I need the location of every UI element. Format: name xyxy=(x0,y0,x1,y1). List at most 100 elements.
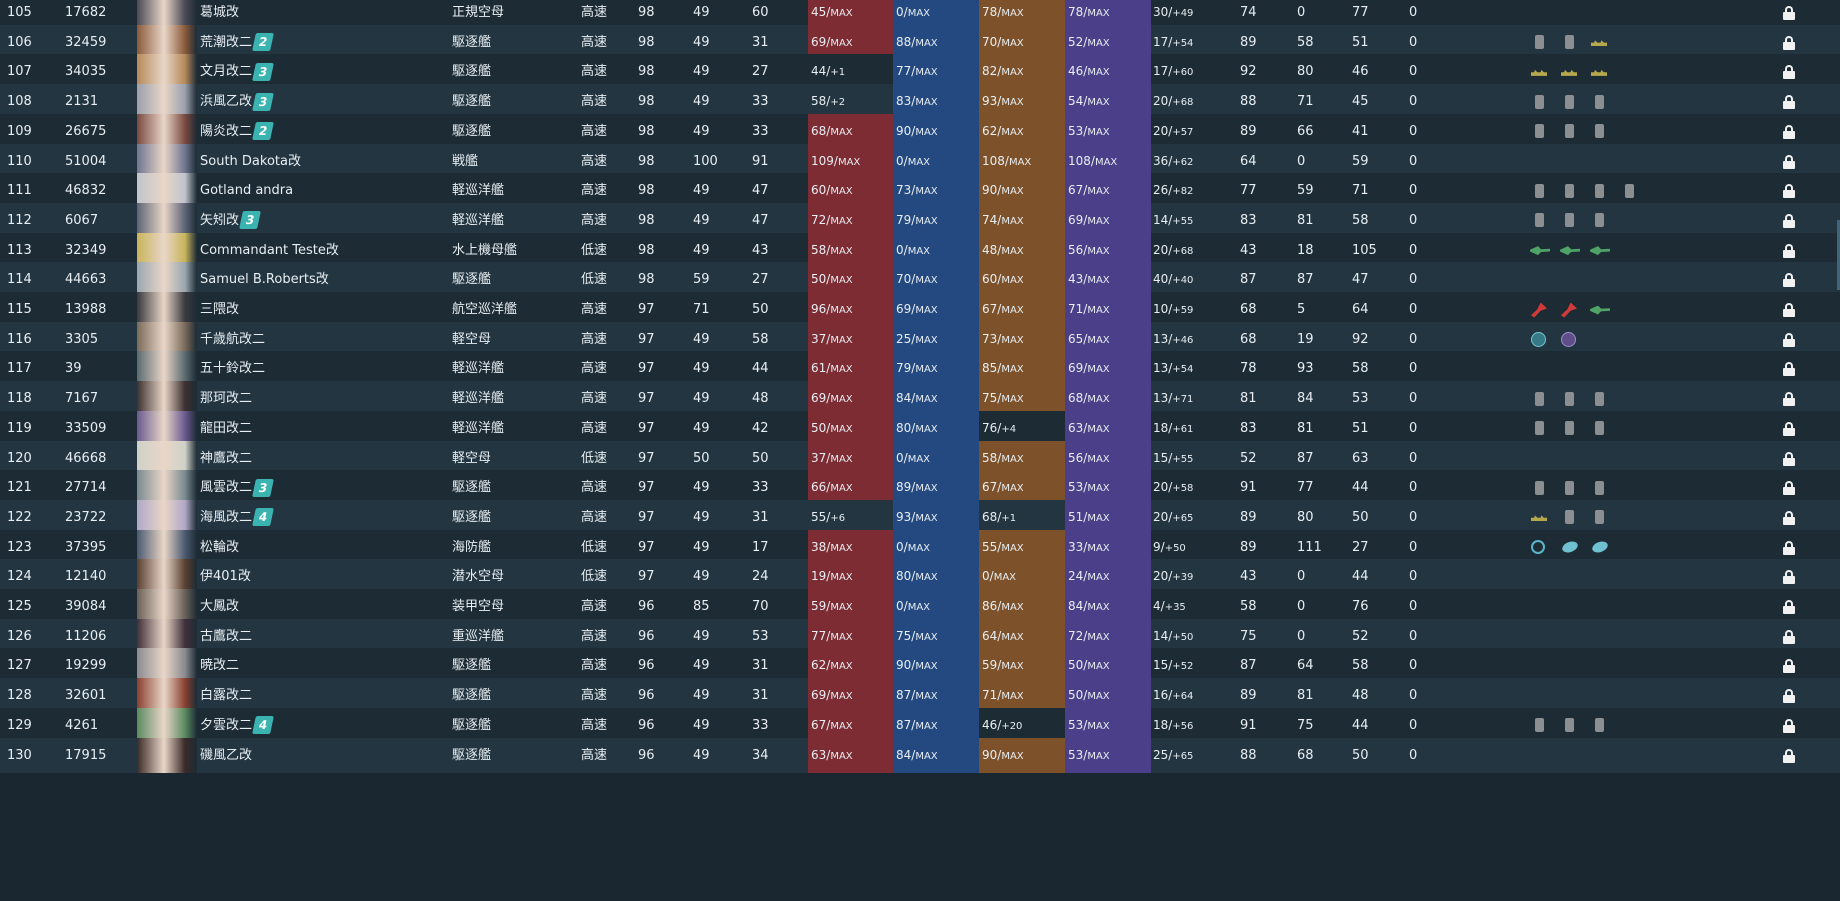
bomber-icon[interactable] xyxy=(1530,301,1548,319)
sonar-icon[interactable] xyxy=(1530,538,1548,556)
seaplane-icon[interactable] xyxy=(1530,241,1548,259)
drum-canister-icon[interactable] xyxy=(1560,93,1578,111)
table-row[interactable]: 125 39084 大鳳改 装甲空母 高速 96 85 70 59/MAX 0/MAX 86/MAX… xyxy=(0,589,1840,624)
drum-canister-icon[interactable] xyxy=(1560,479,1578,497)
drum-canister-icon[interactable] xyxy=(1530,182,1548,200)
ship-avatar[interactable] xyxy=(137,292,197,327)
table-row[interactable]: 116 3305 千歳航改二 軽空母 高速 97 49 58 37/MAX 25/MAX 73/MA… xyxy=(0,321,1840,357)
drum-canister-icon[interactable] xyxy=(1530,419,1548,437)
ship-avatar[interactable] xyxy=(137,54,197,90)
lock-icon[interactable] xyxy=(1783,481,1795,496)
lock-icon[interactable] xyxy=(1783,629,1795,644)
lock-icon[interactable] xyxy=(1783,510,1795,525)
drum-canister-icon[interactable] xyxy=(1530,211,1548,229)
ship-avatar[interactable] xyxy=(137,559,197,595)
drum-canister-icon[interactable] xyxy=(1590,390,1608,408)
lock-icon[interactable] xyxy=(1783,65,1795,80)
lock-icon[interactable] xyxy=(1783,600,1795,614)
lock-icon[interactable] xyxy=(1783,124,1795,139)
table-row[interactable]: 106 32459 荒潮改二 2 駆逐艦 高速 98 49 31 69/MAX 88/MAX 70/M… xyxy=(0,24,1840,60)
lock-icon[interactable] xyxy=(1783,748,1795,763)
radar-icon[interactable] xyxy=(1590,63,1608,81)
ship-avatar[interactable] xyxy=(137,410,197,446)
drum-canister-icon[interactable] xyxy=(1530,122,1548,140)
table-row[interactable]: 123 37395 松輪改 海防艦 低速 97 49 17 38/MAX 0/MAX 55/MAX 3… xyxy=(0,529,1840,565)
ship-avatar[interactable] xyxy=(137,24,197,60)
ship-avatar[interactable] xyxy=(137,262,197,298)
drum-canister-icon[interactable] xyxy=(1560,122,1578,140)
table-row[interactable]: 119 33509 龍田改二 軽巡洋艦 高速 97 49 42 50/MAX 80/MAX 76/+… xyxy=(0,410,1840,446)
table-row[interactable]: 117 39 五十鈴改二 軽巡洋艦 高速 97 49 44 61/MAX 79/MAX 85/MAX… xyxy=(0,351,1840,387)
lock-icon[interactable] xyxy=(1783,421,1795,436)
table-row[interactable]: 122 23722 海風改二 4 駆逐艦 高速 97 49 31 55/+6 93/MAX 68/+1… xyxy=(0,499,1840,535)
table-row[interactable]: 110 51004 South Dakota改 戦艦 高速 98 100 91 109/MAX 0… xyxy=(0,143,1840,179)
table-row[interactable]: 128 32601 白露改二 駆逐艦 高速 96 49 31 69/MAX 87/MAX 71/MA… xyxy=(0,678,1840,714)
drum-canister-icon[interactable] xyxy=(1560,390,1578,408)
lock-icon[interactable] xyxy=(1783,570,1795,585)
fighter-chip-icon[interactable] xyxy=(1530,330,1548,348)
drum-canister-icon[interactable] xyxy=(1560,419,1578,437)
ship-avatar[interactable] xyxy=(137,618,197,654)
seaplane-icon[interactable] xyxy=(1590,241,1608,259)
ship-avatar[interactable] xyxy=(137,707,197,743)
lock-icon[interactable] xyxy=(1783,362,1795,377)
ship-avatar[interactable] xyxy=(137,499,197,535)
radar-icon[interactable] xyxy=(1590,33,1608,51)
seaplane-icon[interactable] xyxy=(1590,301,1608,319)
lock-icon[interactable] xyxy=(1783,95,1795,110)
lock-icon[interactable] xyxy=(1783,392,1795,407)
drum-canister-icon[interactable] xyxy=(1530,93,1548,111)
drum-canister-icon[interactable] xyxy=(1590,122,1608,140)
lock-icon[interactable] xyxy=(1783,689,1795,704)
ship-avatar[interactable] xyxy=(137,113,197,149)
ship-avatar[interactable] xyxy=(137,529,197,565)
ship-avatar[interactable] xyxy=(137,321,197,357)
ship-avatar[interactable] xyxy=(137,440,197,476)
ship-avatar[interactable] xyxy=(137,470,197,506)
attacker-chip-icon[interactable] xyxy=(1560,330,1578,348)
ship-avatar[interactable] xyxy=(137,737,197,773)
ship-avatar[interactable] xyxy=(137,589,197,624)
drum-canister-icon[interactable] xyxy=(1530,33,1548,51)
ship-avatar[interactable] xyxy=(137,648,197,684)
depth-charge-icon[interactable] xyxy=(1560,538,1578,556)
lock-icon[interactable] xyxy=(1783,273,1795,288)
lock-icon[interactable] xyxy=(1783,332,1795,347)
table-row[interactable]: 111 46832 Gotland andra 軽巡洋艦 高速 98 49 47 60/MAX 7… xyxy=(0,173,1840,209)
lock-icon[interactable] xyxy=(1783,303,1795,317)
drum-canister-icon[interactable] xyxy=(1530,390,1548,408)
drum-canister-icon[interactable] xyxy=(1560,33,1578,51)
radar-icon[interactable] xyxy=(1530,63,1548,81)
ship-avatar[interactable] xyxy=(137,202,197,238)
drum-canister-icon[interactable] xyxy=(1560,508,1578,526)
radar-icon[interactable] xyxy=(1530,508,1548,526)
drum-canister-icon[interactable] xyxy=(1560,182,1578,200)
drum-canister-icon[interactable] xyxy=(1590,182,1608,200)
ship-avatar[interactable] xyxy=(137,173,197,209)
drum-canister-icon[interactable] xyxy=(1530,479,1548,497)
table-row[interactable]: 120 46668 神鷹改二 軽空母 低速 97 50 50 37/MAX 0/MAX 58/MAX… xyxy=(0,440,1840,476)
seaplane-icon[interactable] xyxy=(1560,241,1578,259)
ship-avatar[interactable] xyxy=(137,381,197,417)
drum-canister-icon[interactable] xyxy=(1560,716,1578,734)
ship-avatar[interactable] xyxy=(137,678,197,714)
drum-canister-icon[interactable] xyxy=(1590,211,1608,229)
ship-avatar[interactable] xyxy=(137,84,197,120)
ship-avatar[interactable] xyxy=(137,143,197,179)
drum-canister-icon[interactable] xyxy=(1590,479,1608,497)
drum-canister-icon[interactable] xyxy=(1590,93,1608,111)
lock-icon[interactable] xyxy=(1783,184,1795,199)
table-row[interactable]: 107 34035 文月改二 3 駆逐艦 高速 98 49 27 44/+1 77/MAX 82/MA… xyxy=(0,54,1840,90)
drum-canister-icon[interactable] xyxy=(1560,211,1578,229)
table-row[interactable]: 109 26675 陽炎改二 2 駆逐艦 高速 98 49 33 68/MAX 90/MAX 62/M… xyxy=(0,113,1840,149)
table-row[interactable]: 114 44663 Samuel B.Roberts改 駆逐艦 低速 98 59 27 50/M… xyxy=(0,262,1840,298)
table-row[interactable]: 126 11206 古鷹改二 重巡洋艦 高速 96 49 53 77/MAX 75/MAX 64/M… xyxy=(0,618,1840,654)
bomber-icon[interactable] xyxy=(1560,301,1578,319)
table-row[interactable]: 112 6067 矢矧改 3 軽巡洋艦 高速 98 49 47 72/MAX 79/MAX 74/MA… xyxy=(0,202,1840,238)
ship-avatar[interactable] xyxy=(137,232,197,268)
depth-charge-icon[interactable] xyxy=(1590,538,1608,556)
drum-canister-icon[interactable] xyxy=(1590,508,1608,526)
lock-icon[interactable] xyxy=(1783,6,1795,20)
table-row[interactable]: 118 7167 那珂改二 軽巡洋艦 高速 97 49 48 69/MAX 84/MAX 75/MA… xyxy=(0,381,1840,417)
lock-icon[interactable] xyxy=(1783,213,1795,228)
